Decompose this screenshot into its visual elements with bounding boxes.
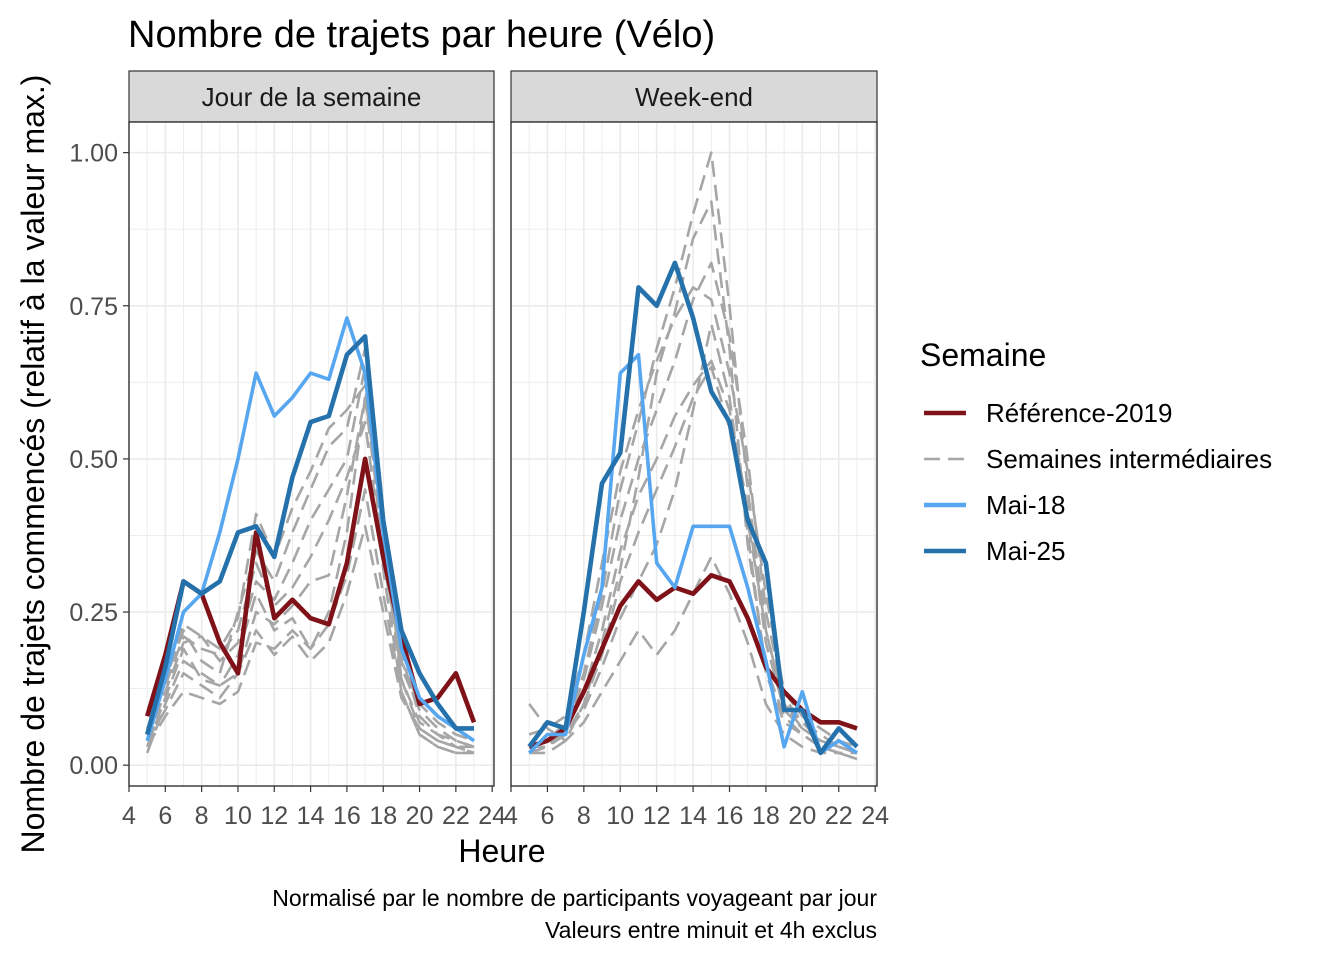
series-line-semaines-interm-diaires	[146, 488, 474, 755]
series-line-semaines-interm-diaires	[145, 365, 474, 755]
facet-panel-1: Week-end 4 6 8 10 12 14 16 18 20 22 24	[504, 70, 889, 830]
x-tick-label: 24	[478, 802, 506, 830]
panel-border	[128, 121, 495, 787]
series-line-semaines-interm-diaires	[145, 396, 475, 755]
series-line-semaines-interm-diaires	[146, 420, 475, 749]
facet-strip-label: Week-end	[635, 82, 753, 112]
legend-item: Mai-18	[924, 490, 1065, 520]
x-tick-label: 16	[716, 802, 744, 830]
y-tick-label: 0.75	[69, 293, 118, 321]
x-tick-label: 6	[540, 802, 554, 830]
series-line-semaines-interm-diaires	[528, 555, 858, 761]
series-line-mai-25	[527, 260, 859, 756]
y-tick-label: 1.00	[69, 140, 118, 168]
x-axis-title: Heure	[458, 833, 545, 869]
series-line-semaines-interm-diaires	[528, 261, 858, 755]
y-axis: 0.00 0.25 0.50 0.75 1.00	[69, 140, 129, 780]
panel-border	[510, 121, 878, 787]
x-tick-label: 14	[297, 802, 325, 830]
x-tick-label: 20	[406, 802, 434, 830]
series-line-semaines-interm-diaires	[145, 396, 474, 754]
y-tick-label: 0.00	[69, 752, 118, 780]
x-tick-label: 24	[861, 802, 889, 830]
legend: Semaine Référence-2019 Semaines intermédi…	[920, 337, 1272, 566]
series-line-mai-18	[527, 352, 859, 755]
caption-line-2: Valeurs entre minuit et 4h exclus	[545, 917, 877, 943]
x-tick-label: 22	[442, 802, 470, 830]
x-tick-label: 18	[369, 802, 397, 830]
facet-strip	[510, 70, 878, 123]
x-tick-label: 4	[122, 802, 136, 830]
x-tick-label: 12	[643, 802, 671, 830]
x-tick-label: 22	[825, 802, 853, 830]
legend-item: Référence-2019	[924, 398, 1172, 428]
x-tick-label: 8	[577, 802, 591, 830]
y-axis-title-group: Nombre de trajets commencés (relatif à l…	[15, 75, 51, 854]
x-tick-label: 10	[606, 802, 634, 830]
series-line-semaines-interm-diaires	[528, 151, 858, 755]
facet-panel-0: Jour de la semaine 4 6 8 10 12 14 16 18 20 22 24	[122, 70, 506, 830]
facet-strip-label: Jour de la semaine	[202, 82, 422, 112]
legend-item: Mai-25	[924, 536, 1065, 566]
series-line-semaines-interm-diaires	[529, 200, 858, 761]
x-tick-label: 6	[158, 802, 172, 830]
legend-label: Semaines intermédiaires	[986, 444, 1272, 474]
y-tick-label: 0.50	[69, 446, 118, 474]
y-tick-label: 0.25	[69, 599, 118, 627]
legend-label: Référence-2019	[986, 398, 1172, 428]
legend-label: Mai-18	[986, 490, 1065, 520]
legend-label: Mai-25	[986, 536, 1065, 566]
x-tick-label: 14	[679, 802, 707, 830]
x-tick-label: 8	[195, 802, 209, 830]
series-line-mai-25	[144, 334, 474, 736]
caption-line-1: Normalisé par le nombre de participants …	[272, 885, 877, 911]
x-tick-label: 4	[504, 802, 518, 830]
x-tick-label: 20	[788, 802, 816, 830]
x-tick-label: 16	[333, 802, 361, 830]
legend-title: Semaine	[920, 337, 1046, 373]
series-line-semaines-interm-diaires	[146, 524, 475, 755]
legend-item: Semaines intermédiaires	[924, 444, 1272, 474]
chart-title: Nombre de trajets par heure (Vélo)	[128, 14, 715, 56]
facet-strip	[128, 70, 495, 123]
series-line-semaines-interm-diaires	[145, 347, 475, 749]
x-tick-label: 10	[224, 802, 252, 830]
x-tick-label: 12	[260, 802, 288, 830]
series-line-semaines-interm-diaires	[529, 322, 857, 755]
x-tick-label: 18	[752, 802, 780, 830]
y-axis-title: Nombre de trajets commencés (relatif à l…	[15, 75, 51, 854]
panel-background	[129, 122, 494, 786]
